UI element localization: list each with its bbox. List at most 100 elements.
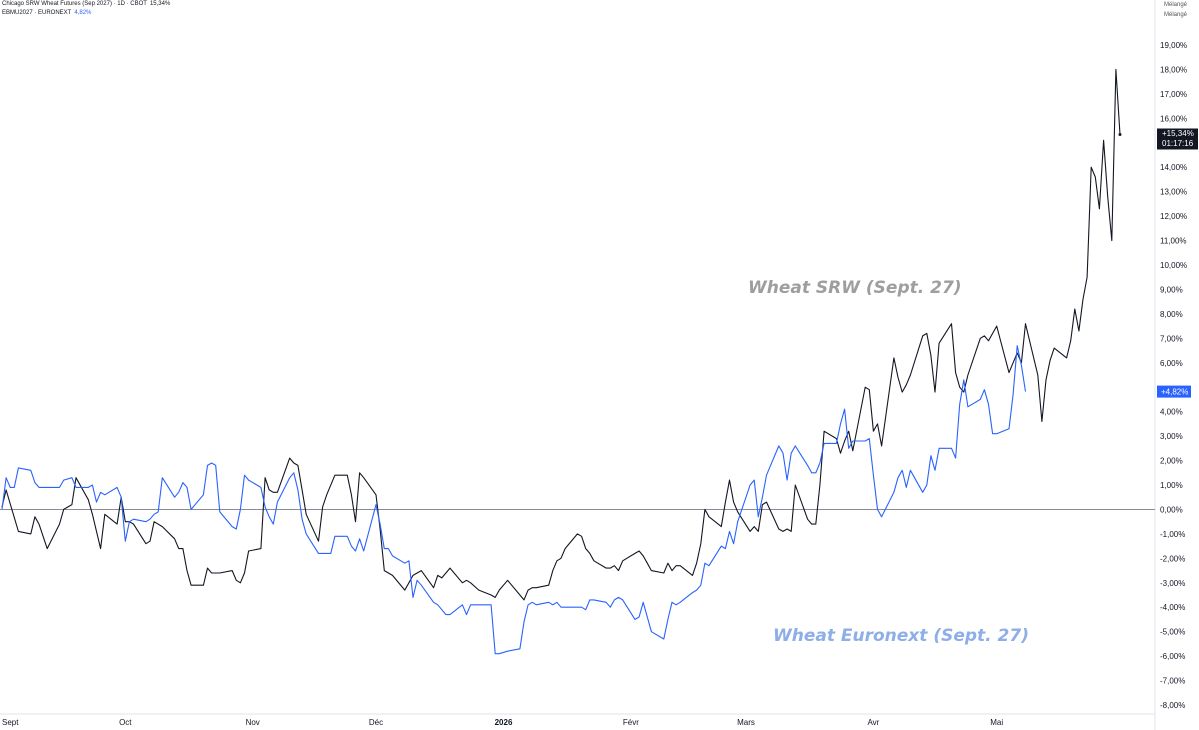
srw-point-176 <box>1082 299 1083 300</box>
x-tick-label: Sept <box>2 718 19 727</box>
scale-mode-2[interactable]: Mélangé <box>1164 12 1188 18</box>
srw-last-value-badge <box>1157 128 1198 150</box>
euronext-point-66 <box>388 548 389 549</box>
euronext-point-135 <box>795 445 796 446</box>
euronext-point-95 <box>565 607 566 608</box>
srw-point-68 <box>449 568 450 569</box>
euronext-point-78 <box>462 604 463 605</box>
srw-point-159 <box>988 340 989 341</box>
srw-point-33 <box>232 570 233 571</box>
srw-point-28 <box>191 585 192 586</box>
srw-point-52 <box>347 475 348 476</box>
srw-point-57 <box>375 494 376 495</box>
legend-euronext[interactable]: EBMU2027 · EURONEXT 4,82% <box>2 9 91 17</box>
euronext-point-99 <box>589 599 590 600</box>
srw-point-139 <box>873 431 874 432</box>
euronext-point-30 <box>182 482 183 483</box>
y-tick-label: 8,00% <box>1160 310 1183 319</box>
srw-point-141 <box>881 445 882 446</box>
y-tick-label: -5,00% <box>1160 628 1185 637</box>
srw-point-80 <box>532 587 533 588</box>
euronext-point-154 <box>906 487 907 488</box>
srw-point-88 <box>581 536 582 537</box>
euronext-point-136 <box>807 465 808 466</box>
euronext-point-20 <box>125 541 126 542</box>
srw-point-41 <box>273 492 274 493</box>
srw-point-76 <box>507 580 508 581</box>
euronext-point-137 <box>811 472 812 473</box>
euronext-point-10 <box>63 480 64 481</box>
srw-point-161 <box>996 326 997 327</box>
euronext-point-8 <box>47 487 48 488</box>
series-line-srw[interactable] <box>1 68 1121 601</box>
euronext-point-50 <box>297 489 298 490</box>
euronext-point-115 <box>680 602 681 603</box>
euronext-point-148 <box>873 475 874 476</box>
series-line-euronext[interactable] <box>1 345 1027 655</box>
srw-point-123 <box>782 531 783 532</box>
euronext-point-49 <box>293 472 294 473</box>
euronext-point-174 <box>1021 365 1022 366</box>
srw-point-168 <box>1041 421 1042 422</box>
euronext-point-21 <box>129 521 130 522</box>
y-tick-label: 3,00% <box>1160 432 1183 441</box>
euronext-point-125 <box>737 521 738 522</box>
srw-point-148 <box>926 333 927 334</box>
srw-point-153 <box>955 372 956 373</box>
srw-point-48 <box>318 541 319 542</box>
euronext-point-171 <box>1008 428 1009 429</box>
legend-srw[interactable]: Chicago SRW Wheat Futures (Sep 2027) · 1… <box>2 0 170 8</box>
euronext-point-7 <box>38 487 39 488</box>
srw-point-177 <box>1087 277 1088 278</box>
euronext-last-value-text: +4,82% <box>1161 388 1188 397</box>
srw-last-point <box>1118 133 1122 136</box>
y-tick-label: 13,00% <box>1160 188 1187 197</box>
srw-point-64 <box>421 570 422 571</box>
euronext-point-155 <box>910 470 911 471</box>
euronext-point-80 <box>470 604 471 605</box>
srw-point-155 <box>963 392 964 393</box>
scale-mode-1[interactable]: Mélangé <box>1164 2 1188 8</box>
srw-point-105 <box>676 565 677 566</box>
euronext-point-101 <box>606 602 607 603</box>
y-tick-label: 19,00% <box>1160 41 1187 50</box>
srw-point-92 <box>606 568 607 569</box>
euronext-point-130 <box>766 475 767 476</box>
srw-point-31 <box>211 572 212 573</box>
srw-point-181 <box>1103 140 1104 141</box>
euronext-point-173 <box>1017 345 1018 346</box>
srw-point-174 <box>1074 308 1075 309</box>
srw-point-171 <box>1054 348 1055 349</box>
srw-point-30 <box>207 568 208 569</box>
euronext-point-64 <box>380 524 381 525</box>
euronext-point-165 <box>967 406 968 407</box>
euronext-point-85 <box>507 651 508 652</box>
srw-point-160 <box>992 333 993 334</box>
x-tick-label: Oct <box>119 718 132 727</box>
euronext-point-151 <box>893 492 894 493</box>
euronext-point-118 <box>700 585 701 586</box>
srw-point-113 <box>725 502 726 503</box>
srw-point-137 <box>865 387 866 388</box>
srw-point-83 <box>552 570 553 571</box>
y-tick-label: 6,00% <box>1160 359 1183 368</box>
srw-point-4 <box>34 516 35 517</box>
srw-last-value-text: +15,34% <box>1162 129 1194 138</box>
y-tick-label: -8,00% <box>1160 701 1185 710</box>
y-tick-label: 11,00% <box>1160 237 1187 246</box>
euronext-point-84 <box>499 653 500 654</box>
euronext-point-132 <box>782 453 783 454</box>
srw-countdown-text: 01:17:16 <box>1162 139 1194 148</box>
y-tick-label: 10,00% <box>1160 261 1187 270</box>
srw-point-109 <box>700 543 701 544</box>
euronext-point-172 <box>1013 394 1014 395</box>
euronext-point-47 <box>277 502 278 503</box>
euronext-point-93 <box>556 602 557 603</box>
srw-point-86 <box>565 548 566 549</box>
y-tick-label: 7,00% <box>1160 334 1183 343</box>
euronext-point-76 <box>445 614 446 615</box>
srw-point-102 <box>663 572 664 573</box>
euronext-point-67 <box>392 555 393 556</box>
srw-point-151 <box>939 343 940 344</box>
